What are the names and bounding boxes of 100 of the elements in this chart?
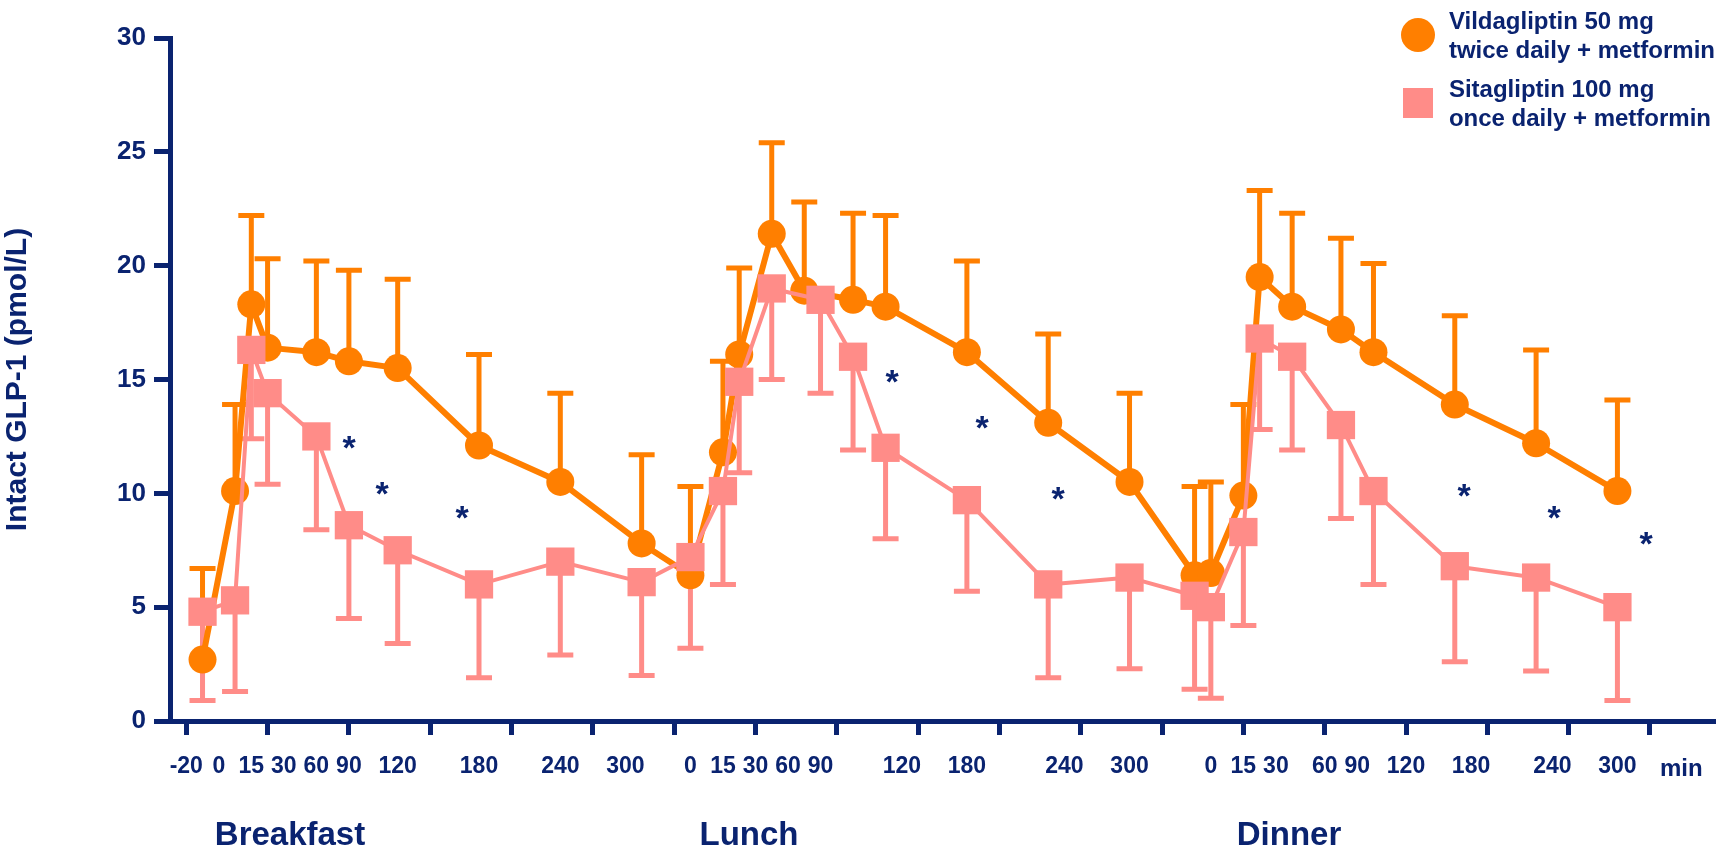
- x-tick-label: 90: [807, 752, 834, 779]
- point: [1440, 552, 1469, 581]
- x-tick-label: 15: [238, 752, 265, 779]
- y-tick-label: 10: [117, 476, 146, 507]
- point: [839, 285, 868, 314]
- point: [1359, 338, 1388, 367]
- point: [237, 290, 266, 319]
- point: [302, 422, 331, 451]
- point: [1034, 570, 1063, 599]
- y-tick-label: 5: [131, 590, 146, 621]
- point: [952, 338, 981, 367]
- point: [1326, 315, 1355, 344]
- y-tick-label: 20: [117, 248, 146, 279]
- text: Dinner: [1236, 815, 1342, 853]
- annotation: *: [342, 428, 357, 467]
- x-tick-label: 0: [684, 752, 697, 779]
- point: [1326, 410, 1356, 440]
- x-tick-label: 60: [1311, 752, 1338, 779]
- x-tick-label: 0: [1204, 752, 1218, 779]
- x-tick-label: 120: [1386, 752, 1426, 779]
- point: [838, 342, 868, 371]
- point: [237, 335, 266, 365]
- x-tick-label: 60: [303, 752, 330, 779]
- x-tick-label: 300: [1110, 752, 1149, 779]
- x-tick-label: 90: [1344, 752, 1371, 779]
- text: Breakfast: [214, 815, 366, 853]
- point: [253, 379, 282, 408]
- point: [188, 597, 217, 626]
- y-tick-label: 30: [117, 21, 146, 52]
- point: [188, 645, 217, 674]
- x-tick-label: 180: [1451, 752, 1491, 779]
- point: [1229, 517, 1258, 547]
- point: [464, 570, 494, 599]
- y-tick-label: 15: [117, 362, 146, 393]
- point: [627, 529, 656, 558]
- x-tick-label: 0: [212, 752, 226, 779]
- point: [1278, 342, 1307, 371]
- annotation: *: [375, 474, 390, 513]
- legend-label: Sitagliptin 100 mg once daily + metformin: [1448, 74, 1711, 132]
- annotation: *: [885, 362, 900, 401]
- y-tick-label: 25: [117, 135, 146, 166]
- point: [220, 586, 250, 615]
- annotation: *: [1547, 498, 1562, 537]
- point: [725, 367, 754, 396]
- point: [1440, 390, 1469, 419]
- x-tick-label: 15: [710, 752, 736, 779]
- point: [1603, 593, 1632, 622]
- point: [1359, 476, 1388, 506]
- x-tick-label: 240: [541, 752, 580, 779]
- point: [334, 347, 363, 376]
- x-tick-label: 15: [1230, 752, 1257, 779]
- x-tick-label: 30: [742, 752, 769, 779]
- point: [1115, 467, 1144, 496]
- point: [1034, 408, 1063, 437]
- legend-label: Vildagliptin 50 mg twice daily + metformin: [1448, 6, 1715, 64]
- x-tick-label: 90: [336, 752, 362, 779]
- point: [757, 274, 786, 303]
- point: [1603, 477, 1632, 506]
- x-tick-label: 60: [775, 752, 801, 779]
- point: [383, 354, 412, 383]
- point: [334, 511, 364, 540]
- point: [952, 486, 982, 515]
- point: [871, 433, 900, 462]
- x-axis-title: min: [1660, 753, 1703, 781]
- annotation: *: [455, 498, 470, 537]
- x-tick-label: 120: [378, 752, 417, 779]
- point: [383, 536, 412, 565]
- annotation: *: [975, 408, 990, 447]
- x-tick-label: 30: [1263, 752, 1289, 779]
- annotation: *: [1051, 479, 1066, 518]
- annotation: *: [1457, 476, 1472, 515]
- y-axis-title: Intact GLP-1 (pmol/L): [0, 227, 33, 532]
- point: [1522, 429, 1551, 458]
- x-tick-label: 300: [1598, 752, 1637, 779]
- point: [757, 219, 786, 248]
- point: [302, 338, 331, 367]
- x-tick-label: 240: [1533, 752, 1572, 779]
- point: [871, 292, 900, 321]
- x-tick-label: 180: [947, 752, 987, 779]
- point: [1245, 324, 1274, 353]
- point: [627, 567, 656, 597]
- point: [1245, 263, 1274, 292]
- x-tick-label: -20: [169, 752, 203, 779]
- x-tick-label: 180: [459, 752, 499, 779]
- x-tick-label: 240: [1045, 752, 1084, 779]
- point: [676, 542, 705, 572]
- point: [1196, 593, 1225, 622]
- point: [1521, 563, 1551, 592]
- text: Lunch: [699, 815, 799, 853]
- y-tick-label: 0: [131, 704, 146, 735]
- point: [806, 285, 835, 314]
- point: [546, 467, 575, 496]
- point: [465, 431, 493, 460]
- x-tick-label: 120: [882, 752, 922, 779]
- point: [546, 547, 575, 576]
- annotation: *: [1639, 524, 1654, 563]
- x-tick-label: 300: [606, 752, 645, 779]
- point: [1115, 563, 1144, 592]
- x-tick-label: 30: [271, 752, 297, 779]
- point: [1278, 292, 1307, 321]
